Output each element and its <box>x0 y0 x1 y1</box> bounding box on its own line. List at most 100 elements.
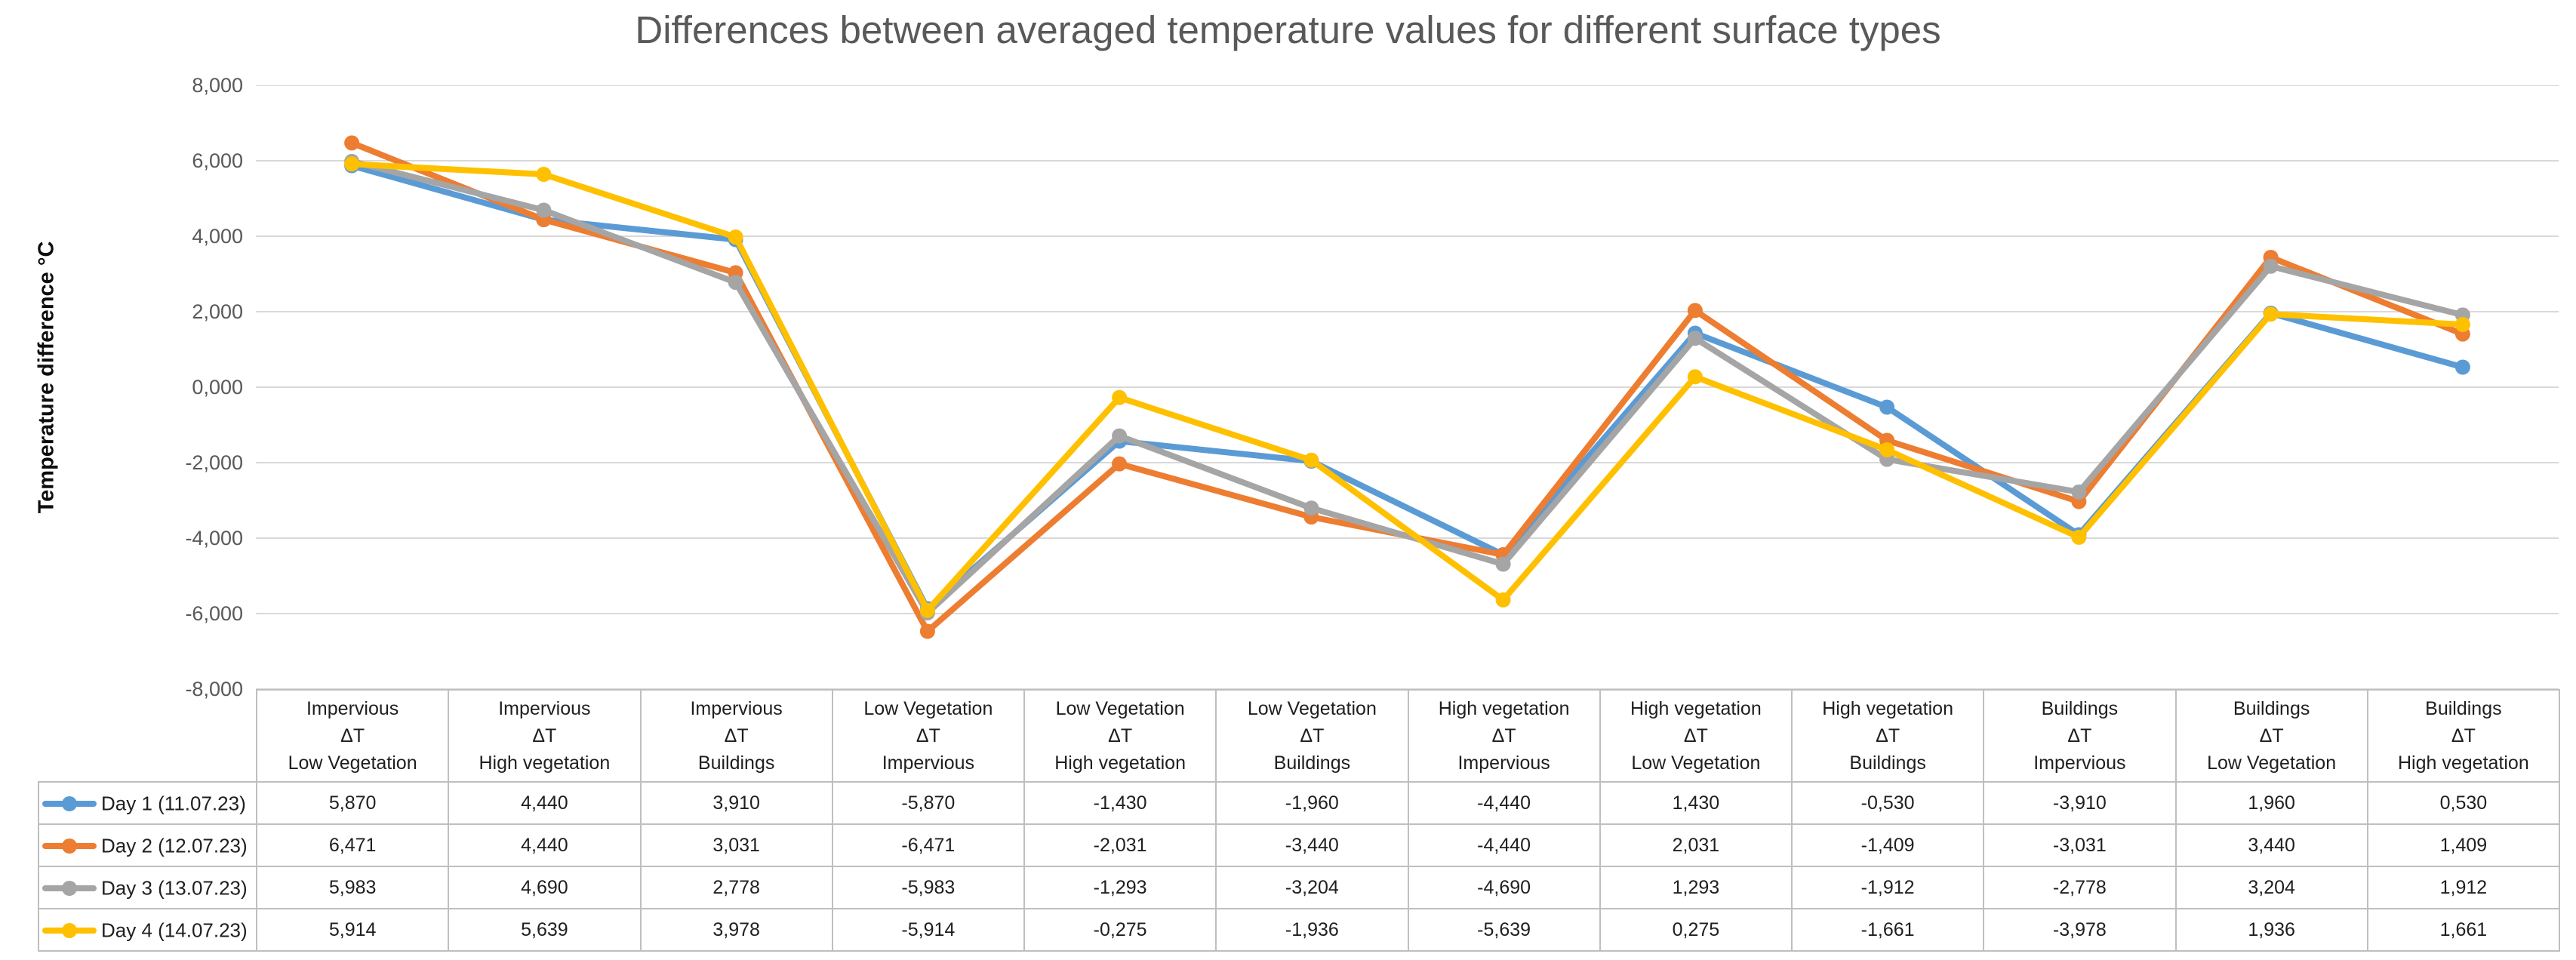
column-header-line: Low Vegetation <box>1631 752 1761 774</box>
table-column-header: High vegetation ΔT Impervious <box>1407 689 1601 783</box>
column-header-line: Buildings <box>697 752 775 774</box>
column-header-line: Low Vegetation <box>1055 698 1185 719</box>
data-point-marker <box>1879 442 1895 457</box>
table-column-header: Buildings ΔT Low Vegetation <box>2174 689 2368 783</box>
table-column-header: High vegetation ΔT Low Vegetation <box>1599 689 1793 783</box>
table-cell: 1,960 <box>2174 781 2368 825</box>
data-point-marker <box>1303 500 1319 516</box>
legend-label: Day 2 (12.07.23) <box>101 834 248 857</box>
table-row-day-4-14-07-23: Day 4 (14.07.23) 5,914 5,639 3,978 -5,914 -0,… <box>38 908 2561 952</box>
table-cell: -4,690 <box>1407 866 1601 909</box>
table-cell: 3,204 <box>2174 866 2368 909</box>
table-cell: -3,031 <box>1983 823 2177 867</box>
legend-key-icon <box>42 838 97 854</box>
data-point-marker <box>919 602 935 618</box>
chart-title: Differences between averaged temperature… <box>635 8 1941 51</box>
column-header-line: ΔT <box>532 725 557 746</box>
data-point-marker <box>1112 389 1128 405</box>
table-cell: -1,912 <box>1790 866 1985 909</box>
column-header-line: Impervious <box>498 698 591 719</box>
data-point-marker <box>1687 303 1703 318</box>
table-cell: 4,690 <box>448 866 642 909</box>
data-point-marker <box>1879 399 1895 415</box>
table-column-header: Buildings ΔT Impervious <box>1983 689 2177 783</box>
column-header-line: High vegetation <box>1438 698 1570 719</box>
table-cell: 0,275 <box>1599 908 1793 952</box>
column-header-line: ΔT <box>340 725 365 746</box>
column-header-line: High vegetation <box>1054 752 1186 774</box>
column-header-line: Buildings <box>2233 698 2310 719</box>
table-cell: -3,204 <box>1215 866 1409 909</box>
data-point-marker <box>1112 456 1128 472</box>
data-point-marker <box>2071 529 2087 545</box>
table-cell: 3,978 <box>639 908 833 952</box>
table-cell: -3,978 <box>1983 908 2177 952</box>
y-tick-label: 2,000 <box>192 300 243 323</box>
table-column-header: Low Vegetation ΔT High vegetation <box>1023 689 1217 783</box>
table-cell: -4,440 <box>1407 823 1601 867</box>
table-cell: -1,936 <box>1215 908 1409 952</box>
column-header-line: Low Vegetation <box>863 698 993 719</box>
data-point-marker <box>1687 369 1703 385</box>
legend-label: Day 1 (11.07.23) <box>101 792 246 815</box>
data-point-marker <box>1112 428 1128 444</box>
table-cell: -5,983 <box>831 866 1026 909</box>
table-cell: 2,031 <box>1599 823 1793 867</box>
table-column-header: Impervious ΔT High vegetation <box>448 689 642 783</box>
column-header-line: High vegetation <box>2398 752 2529 774</box>
table-column-header: Buildings ΔT High vegetation <box>2366 689 2561 783</box>
table-cell: -5,870 <box>831 781 1026 825</box>
column-header-line: Buildings <box>2425 698 2502 719</box>
column-header-line: Impervious <box>1457 752 1550 774</box>
y-tick-label: -8,000 <box>185 678 243 700</box>
table-cell: 5,639 <box>448 908 642 952</box>
table-row-day-3-13-07-23: Day 3 (13.07.23) 5,983 4,690 2,778 -5,983 -1,… <box>38 866 2561 909</box>
data-point-marker <box>344 135 360 151</box>
column-header-line: ΔT <box>916 725 940 746</box>
column-header-line: ΔT <box>724 725 749 746</box>
column-header-line: Buildings <box>1273 752 1351 774</box>
y-tick-label: 6,000 <box>192 149 243 172</box>
data-point-marker <box>536 202 552 218</box>
legend-key-icon <box>42 922 97 938</box>
table-cell: -2,031 <box>1023 823 1217 867</box>
table-row-day-1-11-07-23: Day 1 (11.07.23) 5,870 4,440 3,910 -5,870 -1,… <box>38 781 2561 825</box>
data-point-marker <box>728 229 743 245</box>
table-header-row: Impervious ΔT Low Vegetation Impervious ΔT Hi… <box>38 689 2561 783</box>
y-tick-label: 4,000 <box>192 225 243 248</box>
column-header-line: Low Vegetation <box>1247 698 1377 719</box>
table-column-header: High vegetation ΔT Buildings <box>1790 689 1985 783</box>
y-tick-label: -6,000 <box>185 602 243 625</box>
table-cell: -1,293 <box>1023 866 1217 909</box>
column-header-line: Impervious <box>882 752 974 774</box>
table-cell: -4,440 <box>1407 781 1601 825</box>
column-header-line: ΔT <box>1491 725 1516 746</box>
column-header-line: ΔT <box>1683 725 1708 746</box>
column-header-line: ΔT <box>2451 725 2476 746</box>
column-header-line: High vegetation <box>479 752 611 774</box>
table-cell: -1,430 <box>1023 781 1217 825</box>
y-tick-label: -2,000 <box>185 451 243 474</box>
table-cell: 3,910 <box>639 781 833 825</box>
column-header-line: High vegetation <box>1822 698 1953 719</box>
column-header-line: Impervious <box>2033 752 2126 774</box>
data-point-marker <box>1495 556 1511 572</box>
data-point-marker <box>2071 484 2087 500</box>
table-cell: 1,936 <box>2174 908 2368 952</box>
table-cell: 1,661 <box>2366 908 2561 952</box>
table-cell: -5,914 <box>831 908 1026 952</box>
column-header-line: ΔT <box>2259 725 2284 746</box>
y-tick-label: -4,000 <box>185 527 243 549</box>
data-point-marker <box>919 623 935 639</box>
table-cell: 4,440 <box>448 823 642 867</box>
table-cell: 1,430 <box>1599 781 1793 825</box>
legend-cell: Day 3 (13.07.23) <box>38 866 257 909</box>
table-cell: -3,440 <box>1215 823 1409 867</box>
table-cell: 1,293 <box>1599 866 1793 909</box>
table-cell: 5,870 <box>255 781 450 825</box>
table-cell: 5,983 <box>255 866 450 909</box>
data-point-marker <box>1495 592 1511 608</box>
data-point-marker <box>2454 317 2470 332</box>
table-cell: 3,440 <box>2174 823 2368 867</box>
legend-key-icon <box>42 880 97 896</box>
